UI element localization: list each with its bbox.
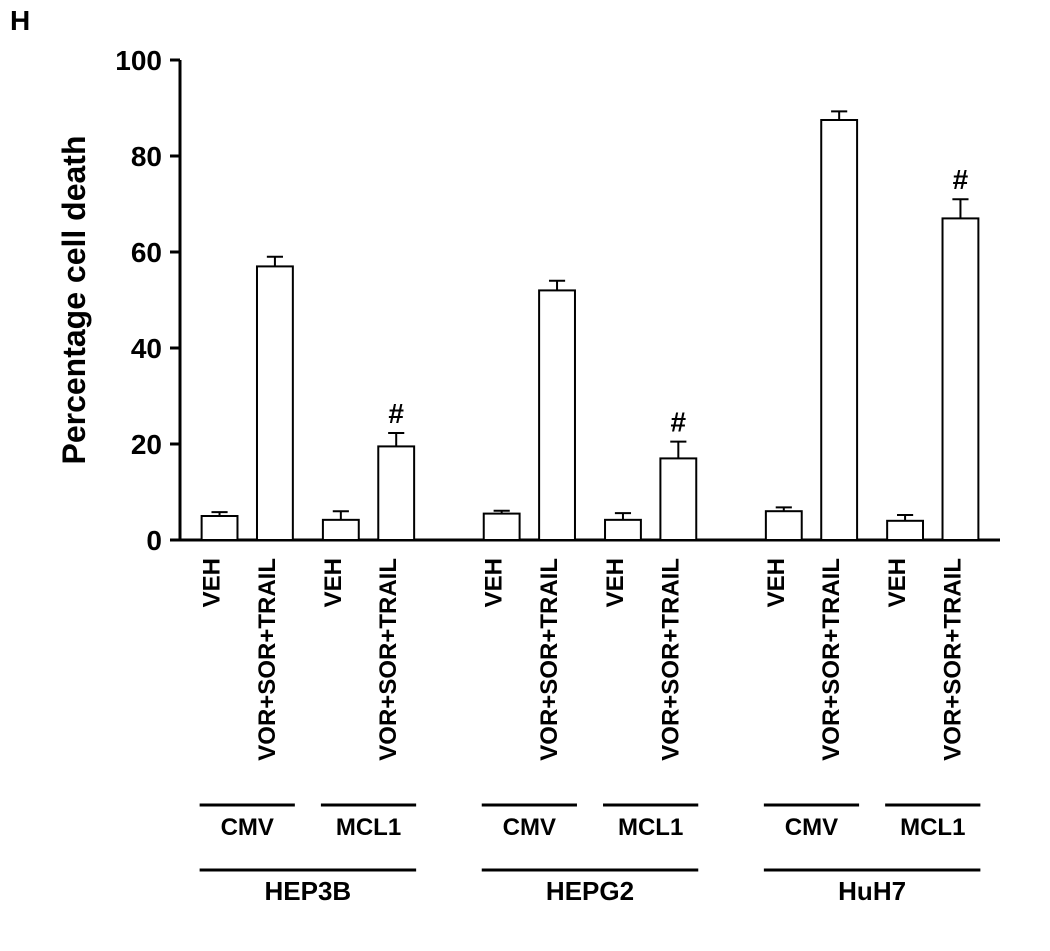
subgroup-label: MCL1 [900,814,965,841]
significance-annotation: # [953,164,969,195]
subgroup-label: MCL1 [336,814,401,841]
bar-label: VEH [763,558,790,607]
cellline-label: HEP3B [265,876,352,906]
bar [766,511,802,540]
bar [605,520,641,540]
bar-label: VOR+SOR+TRAIL [657,558,684,761]
subgroup-label: CMV [221,814,274,841]
bar [257,266,293,540]
bar [202,516,238,540]
y-tick-label: 80 [131,141,162,172]
bar-label: VEH [320,558,347,607]
bar-label: VOR+SOR+TRAIL [254,558,281,761]
bar [539,290,575,540]
significance-annotation: # [671,407,687,438]
bar-label: VEH [481,558,508,607]
y-tick-label: 40 [131,333,162,364]
cellline-label: HEPG2 [546,876,634,906]
bar [943,218,979,540]
bar-label: VOR+SOR+TRAIL [536,558,563,761]
bar-label: VOR+SOR+TRAIL [818,558,845,761]
bar [323,520,359,540]
bar [484,514,520,540]
cellline-label: HuH7 [838,876,906,906]
subgroup-label: MCL1 [618,814,683,841]
subgroup-label: CMV [785,814,838,841]
bar [378,446,414,540]
y-tick-label: 60 [131,237,162,268]
bar-label: VEH [199,558,226,607]
y-tick-label: 100 [115,45,162,76]
figure-panel: { "panel_letter": "H", "chart": { "type"… [0,0,1050,951]
y-axis-label: Percentage cell death [56,135,92,464]
y-tick-label: 0 [146,525,162,556]
bar-label: VEH [884,558,911,607]
panel-letter: H [10,5,30,37]
bar-label: VOR+SOR+TRAIL [939,558,966,761]
y-tick-label: 20 [131,429,162,460]
bar [887,521,923,540]
bar [821,120,857,540]
bar-label: VEH [602,558,629,607]
significance-annotation: # [388,398,404,429]
subgroup-label: CMV [503,814,556,841]
bar-chart: 0 20 40 60 80 100 Percentage cell death VEH VOR+… [40,40,1040,945]
bar-label: VOR+SOR+TRAIL [375,558,402,761]
bar [660,458,696,540]
